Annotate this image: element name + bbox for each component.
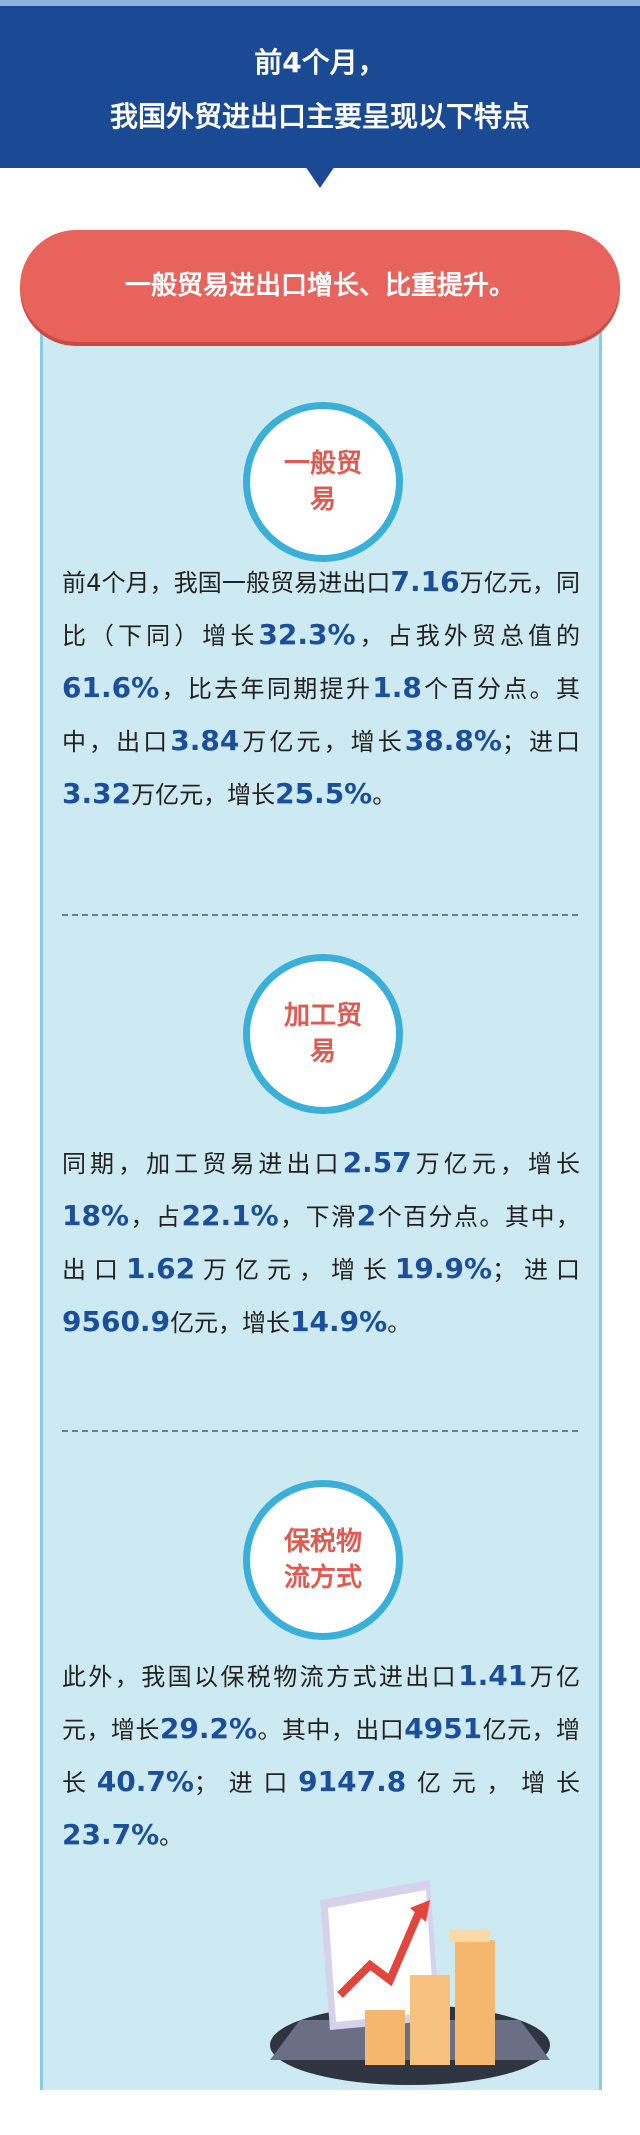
text-segment: ，占我外贸总值的 — [355, 622, 581, 650]
header-title-line: 我国外贸进出口主要呈现以下特点 — [109, 100, 530, 133]
highlight-number: 14.9% — [290, 1305, 388, 1338]
highlight-number: 1.8 — [372, 671, 422, 704]
highlight-number: 3.32 — [62, 777, 132, 810]
text-segment: 此外，我国以保税物流方式进出口 — [62, 1663, 459, 1691]
header-title-line: 前4个月， — [254, 46, 386, 79]
text-segment: ；进口 — [193, 1769, 299, 1797]
highlight-number: 61.6% — [62, 671, 160, 704]
divider — [62, 1430, 578, 1432]
highlight-number: 9147.8 — [298, 1765, 407, 1798]
text-segment: 亿元，增长 — [406, 1769, 581, 1797]
text-segment: 。 — [159, 1822, 184, 1850]
laptop-illustration — [270, 1880, 550, 2085]
section-label: 加工贸易 — [243, 954, 403, 1114]
text-segment: 。 — [387, 1309, 412, 1337]
text-segment: 个百分点。其中，出口 — [62, 675, 581, 756]
text-segment: 个百分点。其中，出口 — [62, 1203, 581, 1284]
section-text: 同期，加工贸易进出口2.57万亿元，增长18%，占22.1%，下滑2个百分点。其… — [62, 1137, 580, 1349]
text-segment: 。 — [372, 781, 397, 809]
section-label: 保税物流方式 — [243, 1480, 403, 1640]
highlight-number: 9560.9 — [62, 1305, 171, 1338]
highlight-number: 38.8% — [404, 724, 502, 757]
highlight-number: 7.16 — [390, 565, 460, 598]
banner: 一般贸易进出口增长、比重提升。 — [20, 230, 620, 342]
highlight-number: 19.9% — [394, 1252, 493, 1285]
text-segment: ，比去年同期提升 — [159, 675, 373, 703]
header-inner: 前4个月， 我国外贸进出口主要呈现以下特点 — [0, 6, 640, 144]
text-segment: 。其中，出口 — [257, 1716, 405, 1744]
text-segment: ；进口 — [492, 1256, 581, 1284]
header-arrow — [305, 166, 335, 188]
text-segment: ，下滑 — [278, 1203, 357, 1231]
text-segment: ，占 — [129, 1203, 182, 1231]
highlight-number: 23.7% — [62, 1818, 160, 1851]
text-segment: 万亿元，同比（下同）增长 — [62, 569, 580, 650]
section-label: 一般贸易 — [243, 402, 403, 562]
highlight-number: 2 — [356, 1199, 377, 1232]
highlight-number: 3.84 — [170, 724, 240, 757]
text-segment: 亿元，增长 — [170, 1309, 291, 1337]
highlight-number: 29.2% — [159, 1712, 257, 1745]
highlight-number: 1.62 — [125, 1252, 196, 1285]
highlight-number: 25.5% — [275, 777, 373, 810]
text-segment: 同期，加工贸易进出口 — [62, 1150, 343, 1178]
text-segment: 万亿元，增长 — [411, 1150, 581, 1178]
text-segment: 前4个月，我国一般贸易进出口 — [62, 569, 391, 597]
text-segment: 万亿元，增长 — [239, 728, 405, 756]
text-segment: 万亿元，增长 — [195, 1256, 395, 1284]
divider — [62, 914, 578, 916]
header: 前4个月， 我国外贸进出口主要呈现以下特点 — [0, 0, 640, 168]
highlight-number: 1.41 — [458, 1659, 528, 1692]
highlight-number: 22.1% — [181, 1199, 279, 1232]
highlight-number: 4951 — [404, 1712, 483, 1745]
highlight-number: 2.57 — [342, 1146, 412, 1179]
text-segment: ；进口 — [501, 728, 581, 756]
highlight-number: 32.3% — [258, 618, 356, 651]
highlight-number: 40.7% — [96, 1765, 194, 1798]
section-text: 此外，我国以保税物流方式进出口1.41万亿元，增长29.2%。其中，出口4951… — [62, 1650, 580, 1862]
text-segment: 亿元，增长 — [62, 1716, 581, 1797]
highlight-number: 18% — [62, 1199, 130, 1232]
text-segment: 万亿元，增长 — [131, 781, 276, 809]
section-text: 前4个月，我国一般贸易进出口7.16万亿元，同比（下同）增长32.3%，占我外贸… — [62, 556, 580, 821]
text-segment: 万亿元，增长 — [62, 1663, 580, 1744]
